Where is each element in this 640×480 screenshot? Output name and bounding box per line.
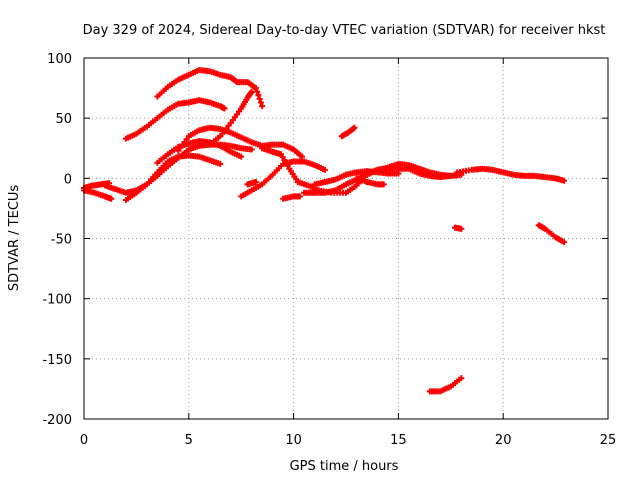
series-arc-16	[353, 175, 387, 188]
data-point	[248, 146, 255, 153]
series-arc-11	[244, 178, 259, 188]
chart-title: Day 329 of 2024, Sidereal Day-to-day VTE…	[83, 23, 606, 38]
series-arc-4	[122, 152, 224, 203]
data-point	[252, 85, 259, 92]
data-point	[395, 170, 402, 177]
series-arc-18	[454, 165, 567, 184]
data-point	[256, 95, 263, 102]
x-tick-label: 5	[185, 433, 193, 448]
y-tick-label: -100	[42, 293, 72, 308]
x-tick-label: 10	[285, 433, 302, 448]
series-arc-15	[311, 168, 402, 188]
data-point	[257, 99, 264, 106]
series-arc-5	[122, 97, 228, 142]
data-point	[458, 225, 465, 232]
data-point	[458, 375, 465, 382]
series-arc-10	[238, 158, 329, 200]
data-point	[447, 172, 454, 179]
x-tick-label: 20	[495, 433, 512, 448]
series-arc-19	[451, 224, 465, 232]
data-point	[560, 239, 567, 246]
x-tick-label: 0	[80, 433, 88, 448]
data-point	[255, 92, 262, 99]
series-arc-1	[81, 187, 115, 202]
data-point	[259, 103, 266, 110]
data-point	[221, 105, 228, 112]
y-tick-label: 50	[55, 112, 72, 127]
data-point	[322, 166, 329, 173]
y-tick-label: -200	[42, 413, 72, 428]
data-point	[380, 181, 387, 188]
y-tick-label: 100	[47, 52, 72, 67]
data-point	[252, 178, 259, 185]
data-point	[254, 88, 261, 95]
y-tick-label: 0	[64, 172, 72, 187]
data-point	[248, 88, 255, 95]
data-point	[351, 124, 358, 131]
y-axis-label: SDTVAR / TECUs	[7, 185, 22, 292]
series-arc-17	[338, 124, 358, 140]
series-arc-21	[426, 375, 465, 395]
data-point	[560, 177, 567, 184]
data-point	[217, 160, 224, 167]
x-tick-label: 15	[390, 433, 407, 448]
y-tick-label: -50	[51, 233, 72, 248]
y-tick-label: -150	[42, 353, 72, 368]
data-points	[81, 67, 567, 395]
x-axis-label: GPS time / hours	[290, 459, 399, 474]
data-point	[296, 193, 303, 200]
series-arc-20	[535, 222, 567, 246]
series-arc-6	[154, 67, 266, 110]
series-arc-9	[154, 138, 245, 166]
x-tick-label: 25	[600, 433, 617, 448]
axis-ticks: 0 5 10 15 20 25 -200 -150 -100 -50 0 50 100	[42, 52, 616, 448]
series-arc-13	[280, 193, 303, 202]
data-point	[108, 195, 115, 202]
data-point	[238, 153, 245, 160]
